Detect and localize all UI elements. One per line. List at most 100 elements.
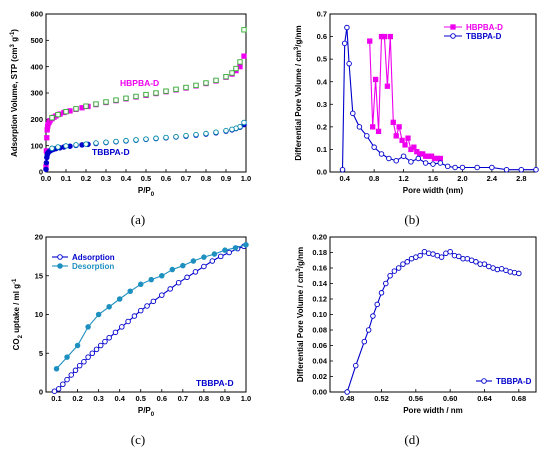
annotation-tbbpa: TBBPA-D (196, 378, 234, 388)
data-point (119, 324, 125, 330)
y-tick-label: 0.7 (317, 10, 327, 19)
series-0 (51, 243, 247, 394)
data-point (55, 111, 61, 118)
y-tick-label: 15 (35, 271, 43, 280)
data-point (381, 33, 388, 40)
data-point (180, 262, 186, 269)
data-point (153, 135, 159, 142)
data-point (344, 24, 350, 31)
data-point (405, 135, 411, 141)
data-point (143, 91, 149, 98)
y-tick-label: 200 (30, 115, 43, 124)
series-1 (339, 24, 539, 173)
data-point (390, 119, 396, 125)
y-tick-label: 0.16 (312, 264, 327, 273)
data-point (456, 253, 462, 260)
data-point (137, 307, 144, 314)
data-point (374, 301, 380, 308)
x-tick-label: 0.9 (221, 174, 231, 183)
y-axis-label: Differential Pore Volume / cm3/g/nm (294, 25, 303, 160)
y-tick-label: 600 (30, 10, 43, 19)
data-point (417, 252, 423, 259)
data-point (169, 266, 176, 273)
data-point (83, 103, 89, 109)
x-tick-label: 2.4 (487, 174, 498, 183)
y-tick-label: 0.02 (312, 372, 327, 381)
panel-a-label: (a) (131, 212, 145, 227)
y-tick-label: 10 (35, 310, 43, 319)
data-point (447, 248, 453, 255)
data-point (516, 270, 522, 277)
data-point (511, 269, 518, 276)
data-point (83, 141, 89, 147)
x-tick-label: 0.9 (220, 394, 230, 403)
x-tick-label: 0.4 (121, 174, 132, 183)
data-point (74, 342, 81, 349)
data-point (53, 366, 60, 372)
y-tick-label: 100 (30, 141, 43, 150)
data-point (346, 60, 352, 67)
legend-label: HBPBA-D (466, 23, 503, 32)
legend-label: TBBPA-D (496, 377, 532, 386)
data-point (241, 27, 247, 33)
y-tick-label: 0.06 (312, 341, 327, 350)
series-line (369, 36, 441, 160)
y-tick-label: 0.04 (312, 357, 327, 366)
data-point (133, 137, 139, 143)
data-point (350, 110, 356, 117)
y-tick-label: 0 (39, 388, 43, 397)
y-tick-label: 5 (39, 349, 43, 358)
data-point (365, 327, 372, 333)
data-point (213, 129, 219, 135)
data-point (226, 249, 232, 256)
y-tick-label: 0.20 (312, 233, 327, 242)
data-point (473, 259, 479, 265)
x-tick-label: 0.64 (477, 394, 492, 403)
data-point (404, 259, 411, 265)
data-point (201, 254, 207, 260)
data-point (370, 313, 376, 319)
data-point (123, 95, 129, 101)
data-point (55, 144, 61, 150)
data-point (127, 288, 133, 295)
data-point (112, 329, 119, 336)
data-point (237, 59, 243, 65)
data-point (356, 124, 363, 130)
x-tick-label: 0.5 (136, 394, 146, 403)
data-point (153, 90, 159, 96)
data-point (113, 97, 119, 103)
data-point (383, 280, 389, 287)
y-tick-label: 0.1 (317, 145, 327, 154)
y-tick-label: 300 (30, 89, 43, 98)
data-point (55, 386, 62, 392)
legend-marker (481, 378, 487, 384)
data-point (241, 53, 247, 59)
x-tick-label: 0.68 (512, 394, 527, 403)
data-point (372, 76, 379, 83)
x-tick-label: 0.3 (93, 394, 103, 403)
x-axis-label: P/P0 (138, 406, 155, 418)
x-tick-label: 0.4 (114, 394, 125, 403)
data-point (85, 324, 91, 330)
data-point (503, 166, 510, 173)
data-point (387, 273, 393, 279)
data-point (64, 376, 70, 383)
data-point (229, 70, 235, 76)
data-point (103, 139, 109, 145)
data-point (474, 164, 480, 171)
annotation-tbbpa: TBBPA-D (92, 147, 130, 157)
data-point (489, 164, 495, 171)
panel-d-chart: 0.48 0.52 0.56 0.60 0.64 0.68 0.00 0.02 0.04 0.06… (296, 233, 537, 415)
x-tick-label: 0.60 (443, 394, 458, 403)
y-tick-label: 500 (30, 36, 43, 45)
data-point (103, 99, 109, 105)
y-tick-label: 400 (30, 62, 43, 71)
data-point (378, 151, 385, 157)
data-point (49, 145, 55, 152)
series-1 (49, 27, 247, 121)
data-point (89, 350, 96, 357)
legend-marker (57, 263, 63, 269)
x-tick-label: 0.7 (181, 174, 191, 183)
y-tick-label: 0.14 (312, 279, 327, 288)
